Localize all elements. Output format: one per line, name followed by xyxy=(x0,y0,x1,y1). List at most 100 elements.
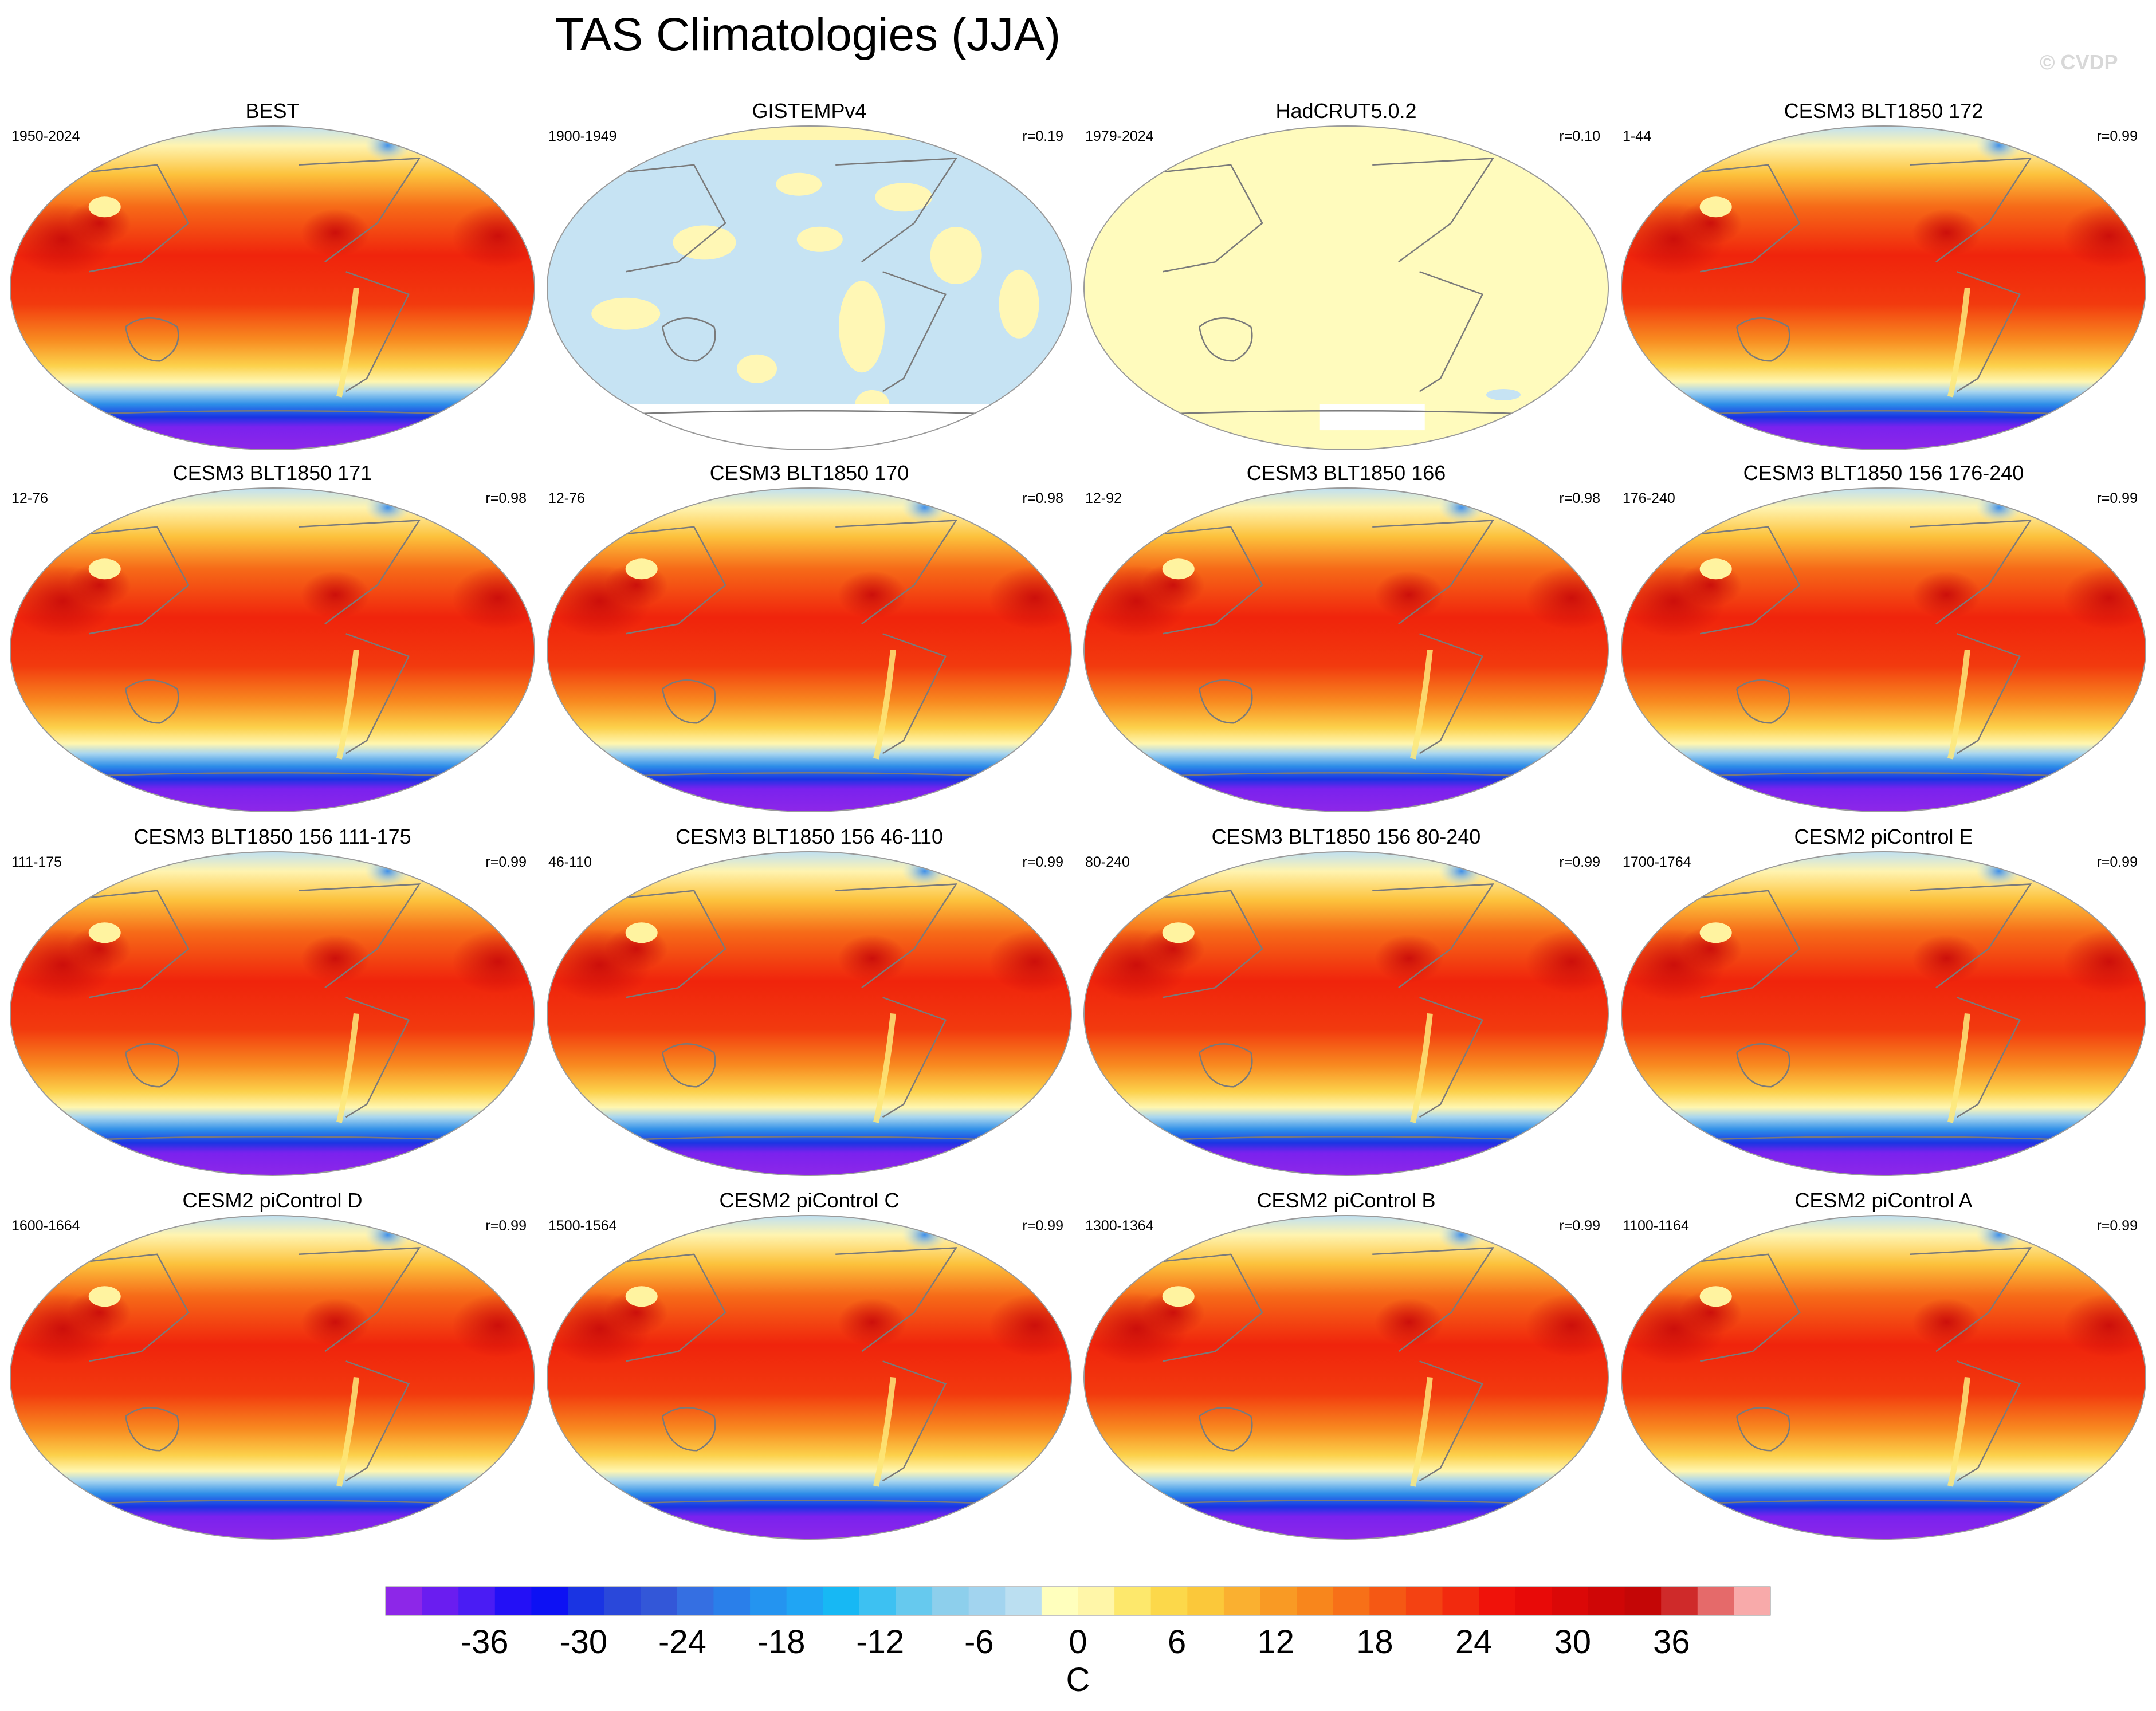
colorbar-segment xyxy=(531,1587,568,1615)
panel-years: 1100-1164 xyxy=(1623,1218,1689,1234)
coastline xyxy=(1419,997,1484,1118)
colorbar-segment xyxy=(458,1587,496,1615)
coastline xyxy=(299,1247,421,1352)
andes-feature xyxy=(336,1013,359,1123)
coastline xyxy=(1372,1247,1495,1352)
coastline xyxy=(345,271,410,392)
plateau-cold-spot xyxy=(88,922,121,943)
coastline xyxy=(662,1407,716,1452)
hotspot xyxy=(1912,209,1981,257)
plateau-cold-spot xyxy=(625,1286,658,1307)
coastline xyxy=(1199,317,1253,362)
colorbar-segment xyxy=(750,1587,787,1615)
colorbar-segment xyxy=(1078,1587,1115,1615)
coastline xyxy=(345,997,410,1118)
anomaly-patch xyxy=(999,269,1039,339)
panel-title: CESM3 BLT1850 166 xyxy=(1247,461,1446,485)
greenland-cold-spot xyxy=(901,1218,948,1251)
panel-title: HadCRUT5.0.2 xyxy=(1275,99,1416,123)
plateau-cold-spot xyxy=(1162,922,1195,943)
coastline xyxy=(1736,679,1790,724)
panel-years: 1950-2024 xyxy=(11,128,80,144)
hotspot xyxy=(1375,934,1444,983)
colorbar-segment xyxy=(859,1587,896,1615)
map-border xyxy=(10,851,535,1176)
colorbar-segment xyxy=(1369,1587,1407,1615)
anomaly-patch xyxy=(839,281,885,373)
temperature-field xyxy=(1084,1216,1608,1539)
panel-correlation: r=0.99 xyxy=(2096,490,2138,506)
greenland-cold-spot xyxy=(1976,129,2022,162)
panel-title: CESM3 BLT1850 170 xyxy=(710,461,909,485)
panel-correlation: r=0.99 xyxy=(1559,854,1600,870)
hotspot xyxy=(838,571,907,619)
map-border xyxy=(547,851,1072,1176)
colorbar-segment xyxy=(494,1587,532,1615)
colorbar-segment xyxy=(1114,1587,1152,1615)
map-border xyxy=(1621,851,2146,1176)
coastline xyxy=(125,1407,179,1452)
colorbar-segment xyxy=(1405,1587,1443,1615)
map-border xyxy=(1083,851,1609,1176)
map-panels: BEST 1950-2024 GISTEMPv4 1900-1949 r=0.19 Had… xyxy=(10,99,2146,1540)
andes-feature xyxy=(1947,649,1970,760)
coastline xyxy=(1736,317,1790,362)
temperature-field xyxy=(1621,1216,2146,1539)
greenland-cold-spot xyxy=(364,491,411,524)
colorbar-frame xyxy=(385,1586,1771,1616)
andes-feature xyxy=(873,1013,896,1123)
plateau-cold-spot xyxy=(1699,922,1732,943)
temperature-field xyxy=(547,852,1071,1175)
anomaly-patch xyxy=(591,297,661,330)
map-border xyxy=(547,125,1072,450)
colorbar-tick-label: -12 xyxy=(856,1623,904,1661)
map-border xyxy=(1083,1215,1609,1540)
coastline xyxy=(1910,1247,2032,1352)
temperature-field xyxy=(547,488,1071,812)
colorbar-segment xyxy=(1041,1587,1078,1615)
panel-years: 1-44 xyxy=(1623,128,1651,144)
colorbar-segment xyxy=(641,1587,678,1615)
coastline xyxy=(345,1360,410,1482)
panel-years: 176-240 xyxy=(1623,490,1675,506)
panel-years: 12-76 xyxy=(11,490,48,506)
coastline xyxy=(1956,633,2021,754)
andes-feature xyxy=(336,1376,359,1487)
panel-correlation: r=0.99 xyxy=(485,1218,527,1234)
colorbar-segment xyxy=(1297,1587,1334,1615)
coastline xyxy=(1419,271,1484,392)
panel-correlation: r=0.10 xyxy=(1559,128,1600,144)
panel-years: 111-175 xyxy=(11,854,62,870)
greenland-cold-spot xyxy=(1438,491,1485,524)
colorbar-tick-label: -36 xyxy=(461,1623,509,1661)
colorbar-tick-label: 36 xyxy=(1653,1623,1690,1661)
colorbar-segment xyxy=(1005,1587,1042,1615)
map-panel: CESM2 piControl E 1700-1764 r=0.99 xyxy=(1621,825,2146,1176)
hotspot xyxy=(838,934,907,983)
colorbar-segment xyxy=(1479,1587,1516,1615)
colorbar-segment xyxy=(1552,1587,1589,1615)
andes-feature xyxy=(1947,1376,1970,1487)
andes-feature xyxy=(873,1376,896,1487)
temperature-field xyxy=(1084,126,1608,450)
colorbar-tick-label: -24 xyxy=(658,1623,706,1661)
temperature-field xyxy=(1084,852,1608,1175)
temperature-field xyxy=(547,1216,1071,1539)
greenland-cold-spot xyxy=(1976,855,2022,887)
anomaly-patch xyxy=(875,183,933,212)
map-panel: CESM2 piControl B 1300-1364 r=0.99 xyxy=(1083,1189,1609,1540)
panel-title: GISTEMPv4 xyxy=(752,99,866,123)
colorbar-segment xyxy=(896,1587,933,1615)
panel-years: 1979-2024 xyxy=(1085,128,1154,144)
andes-feature xyxy=(1410,649,1433,760)
temperature-field xyxy=(1621,126,2146,450)
colorbar-tick-label: 0 xyxy=(1069,1623,1087,1661)
greenland-cold-spot xyxy=(364,129,411,162)
watermark-text: © CVDP xyxy=(2040,50,2118,74)
anomaly-patch xyxy=(1486,388,1521,400)
plateau-cold-spot xyxy=(88,558,121,580)
plateau-cold-spot xyxy=(1699,1286,1732,1307)
colorbar-tick-label: 24 xyxy=(1455,1623,1493,1661)
colorbar-segment xyxy=(786,1587,823,1615)
anomaly-patch xyxy=(930,227,982,284)
